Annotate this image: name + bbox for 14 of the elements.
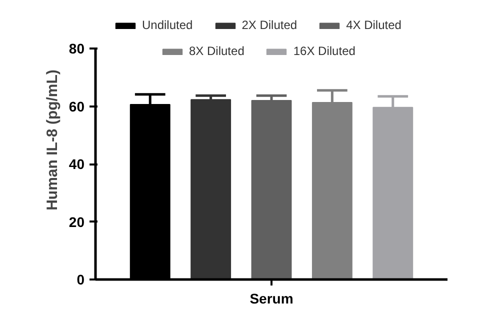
legend-label: 8X Diluted <box>189 44 244 58</box>
x-tick-label: Serum <box>250 290 294 306</box>
y-tick-label: 20 <box>68 214 85 230</box>
y-tick-label: 80 <box>68 40 85 56</box>
y-axis-title: Human IL-8 (pg/mL) <box>44 70 61 210</box>
y-tick-label: 0 <box>76 272 85 288</box>
legend-label: 16X Diluted <box>293 44 356 58</box>
y-tick-label: 60 <box>68 98 85 114</box>
legend-label: 4X Diluted <box>346 18 402 32</box>
bar <box>251 100 292 280</box>
y-tick-label: 40 <box>68 156 85 172</box>
bar <box>190 99 232 280</box>
legend-label: Undiluted <box>142 18 193 32</box>
legend-label: 2X Diluted <box>242 18 298 32</box>
